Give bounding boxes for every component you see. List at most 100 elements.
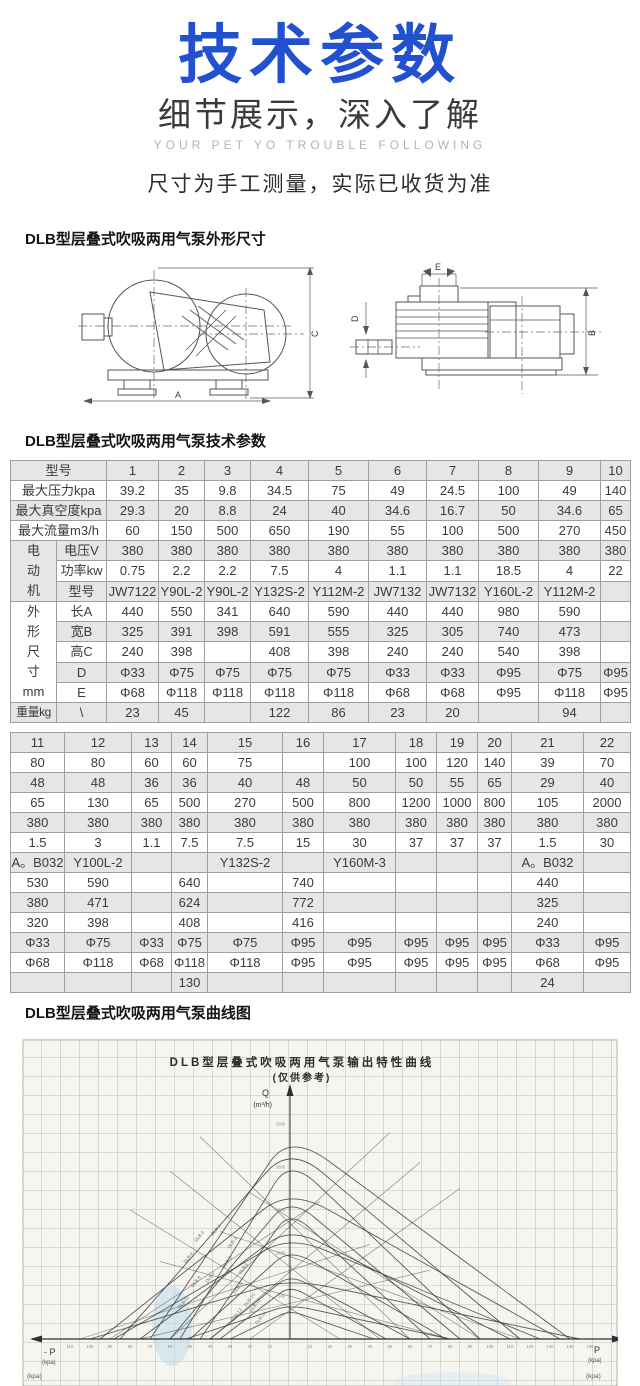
table-cell: 7.5 <box>171 832 208 853</box>
table-cell: 3 <box>204 460 252 481</box>
x-tick-label: 40 <box>368 1344 373 1349</box>
table-cell: 21 <box>511 732 584 753</box>
english-caption: YOUR PET YO TROUBLE FOLLOWING <box>153 138 487 152</box>
table-cell: 105 <box>511 792 584 813</box>
x-tick-label: 130 <box>547 1344 555 1349</box>
table-cell <box>323 872 396 893</box>
section-title-specs: DLB型层叠式吹吸两用气泵技术参数 <box>25 433 266 450</box>
table-cell: 325 <box>106 621 160 643</box>
table-cell: Y100L-2 <box>64 852 132 873</box>
crossing-line <box>249 1188 461 1340</box>
table-cell: Φ75 <box>158 661 206 683</box>
table-cell: 380 <box>511 812 584 833</box>
x-tick-label: 30 <box>228 1344 233 1349</box>
table-cell: 555 <box>308 621 370 643</box>
table-cell: 50 <box>395 772 437 793</box>
measure-note: 尺寸为手工测量，实际已收货为准 <box>147 173 493 196</box>
row-label: 宽B <box>55 621 108 643</box>
table-cell: 20 <box>158 500 206 521</box>
table-cell: 8 <box>478 460 540 481</box>
table-row: 最大真空度kpa 29.3 20 8.8 24 40 34.6 16.7 50 34.6 65 <box>9 500 632 521</box>
table-cell: 36 <box>171 772 208 793</box>
table-cell: Φ68 <box>511 952 584 973</box>
table-cell: Y112M-2 <box>538 580 602 603</box>
table-cell: 23 <box>368 702 428 723</box>
row-label: 功率kw <box>55 560 108 582</box>
table-cell <box>395 912 437 933</box>
table-cell: JW7132 <box>368 580 428 603</box>
table-cell: 408 <box>250 641 310 663</box>
table-cell: 19 <box>436 732 478 753</box>
curve-path <box>149 1146 571 1340</box>
table-cell <box>600 600 632 623</box>
table-cell: 440 <box>106 600 160 623</box>
x-tick-label: 70 <box>428 1344 433 1349</box>
crossing-line <box>79 1244 371 1340</box>
table-cell: 2.2 <box>204 560 252 582</box>
table-cell: 16.7 <box>426 500 480 521</box>
table-cell: 100 <box>323 752 396 773</box>
table-cell <box>395 892 437 913</box>
table-cell: Φ118 <box>171 952 208 973</box>
table-cell: Y132S-2 <box>250 580 310 603</box>
table-row: E Φ68 Φ118 Φ118 Φ118 Φ118 Φ68 Φ68 Φ95 Φ118 Φ95 <box>11 681 632 704</box>
curve-path <box>185 1306 451 1340</box>
table-cell: 471 <box>64 892 132 913</box>
table-cell <box>583 892 631 913</box>
table-cell: 29.3 <box>106 500 160 521</box>
table-row: 320 398 408 416 240 <box>10 912 631 933</box>
curve-path <box>113 1242 541 1340</box>
table-cell <box>583 872 631 893</box>
table-cell: 55 <box>436 772 478 793</box>
x-tick-label: 20 <box>248 1344 253 1349</box>
table-cell <box>395 972 437 993</box>
table-row: 高C 240 398 408 398 240 240 540 398 <box>11 641 632 663</box>
table-cell <box>436 912 478 933</box>
table-cell: 380 <box>158 539 206 562</box>
table-cell: 48 <box>64 772 132 793</box>
table-cell <box>600 641 632 663</box>
table-cell: 40 <box>207 772 283 793</box>
x-tick-label: 80 <box>448 1344 453 1349</box>
table-cell <box>436 892 478 913</box>
table-cell: 86 <box>308 702 370 723</box>
row-label: 长A <box>55 600 108 623</box>
x-tick-label: 50 <box>188 1344 193 1349</box>
table-cell <box>131 912 172 933</box>
table-cell: Φ68 <box>426 681 480 704</box>
table-cell: 440 <box>426 600 480 623</box>
table-cell: 22 <box>583 732 631 753</box>
row-label: 型号 <box>55 580 108 603</box>
x-tick-label: 30 <box>348 1344 353 1349</box>
spec-table-models-11-22: 11 12 13 14 15 16 17 18 19 20 21 22 80 80 60 60 75 100 100… <box>10 732 631 993</box>
table-cell: 325 <box>511 892 584 913</box>
y-tick-label: 1000 <box>276 1250 286 1255</box>
table-cell: Φ75 <box>204 661 252 683</box>
table-cell: 380 <box>204 539 252 562</box>
table-cell: Φ33 <box>511 932 584 953</box>
table-cell: 80 <box>10 752 65 773</box>
table-cell: Y160L-2 <box>478 580 540 603</box>
x-axis-arrow-left <box>30 1335 42 1343</box>
x-axis-label-left: - P <box>44 1347 56 1357</box>
table-cell: 1.1 <box>426 560 480 582</box>
table-row: D Φ33 Φ75 Φ75 Φ75 Φ75 Φ33 Φ33 Φ95 Φ75 Φ95 <box>11 661 632 683</box>
table-cell: 398 <box>204 621 252 643</box>
table-row: 电动机电压V 380 380 380 380 380 380 380 380 380 380 <box>10 539 632 602</box>
table-cell: 380 <box>600 539 632 562</box>
crossing-line <box>249 1192 481 1340</box>
table-cell: Φ95 <box>600 661 632 683</box>
table-cell: 2000 <box>583 792 631 813</box>
table-cell: 380 <box>478 539 540 562</box>
table-cell: 75 <box>207 752 283 773</box>
table-cell <box>131 892 172 913</box>
row-label: 重量kg <box>10 702 57 723</box>
table-cell: 100 <box>426 520 480 541</box>
table-cell <box>131 852 172 873</box>
table-cell: 380 <box>368 539 428 562</box>
table-row: 重量kg \ 23 45 122 86 23 20 94 <box>10 702 632 723</box>
table-cell <box>323 912 396 933</box>
table-cell: 34.5 <box>250 480 310 501</box>
table-cell: 4 <box>538 560 602 582</box>
y-axis-unit: (m³/h) <box>253 1102 272 1109</box>
